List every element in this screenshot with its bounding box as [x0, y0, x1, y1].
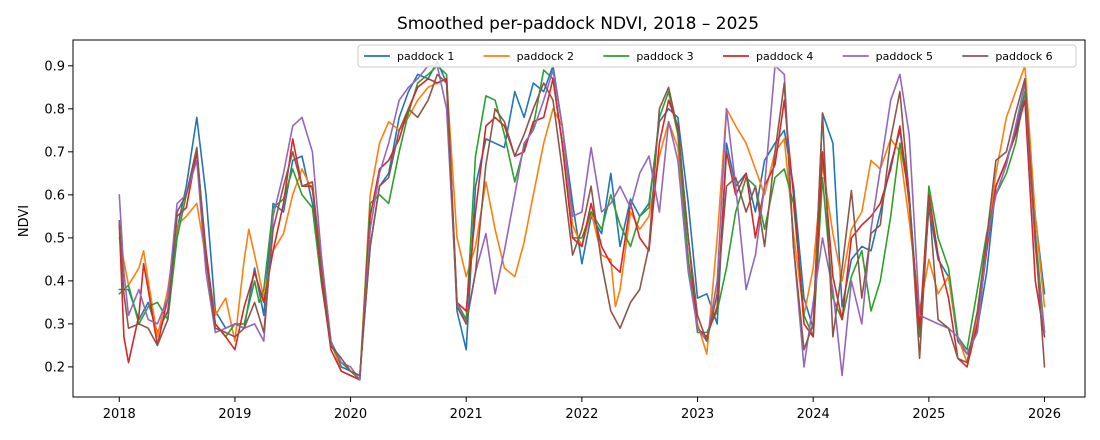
legend-label-paddock-1: paddock 1 — [397, 50, 454, 63]
x-tick-label: 2026 — [1028, 407, 1061, 422]
y-tick-label: 0.9 — [44, 59, 65, 74]
x-tick-label: 2023 — [681, 407, 714, 422]
y-tick-label: 0.7 — [44, 145, 65, 160]
series-line-paddock-3 — [118, 65, 1046, 381]
y-axis-label: NDVI — [17, 205, 32, 237]
x-tick-label: 2024 — [797, 407, 830, 422]
series-line-paddock-6 — [118, 73, 1046, 377]
legend-box — [357, 44, 1077, 68]
x-tick-label: 2021 — [450, 407, 483, 422]
chart-title: Smoothed per-paddock NDVI, 2018 – 2025 — [397, 14, 759, 34]
series-line-paddock-2 — [118, 65, 1046, 381]
series-line-paddock-1 — [118, 60, 1046, 377]
y-tick-label: 0.8 — [44, 102, 65, 117]
x-tick-label: 2018 — [103, 407, 136, 422]
legend-label-paddock-5: paddock 5 — [876, 50, 933, 63]
y-tick-label: 0.4 — [44, 274, 65, 289]
plot-lines — [118, 60, 1046, 381]
y-axis: 0.2 0.3 0.4 0.5 0.6 0.7 0.8 0.9 — [44, 59, 73, 375]
legend-label-paddock-4: paddock 4 — [756, 50, 813, 63]
y-tick-label: 0.3 — [44, 317, 65, 332]
series-line-paddock-4 — [118, 77, 1046, 381]
legend-label-paddock-2: paddock 2 — [517, 50, 574, 63]
x-tick-label: 2025 — [912, 407, 945, 422]
y-tick-label: 0.5 — [44, 231, 65, 246]
x-tick-label: 2020 — [334, 407, 367, 422]
x-axis: 2018 2019 2020 2021 2022 2023 2024 2025 2026 — [103, 397, 1061, 422]
legend: paddock 1 paddock 2 paddock 3 paddock 4 padd… — [357, 44, 1077, 68]
x-tick-label: 2022 — [565, 407, 598, 422]
legend-label-paddock-3: paddock 3 — [636, 50, 693, 63]
legend-label-paddock-6: paddock 6 — [995, 50, 1052, 63]
x-tick-label: 2019 — [218, 407, 251, 422]
plot-frame — [72, 39, 1086, 398]
y-tick-label: 0.2 — [44, 360, 65, 375]
y-tick-label: 0.6 — [44, 188, 65, 203]
